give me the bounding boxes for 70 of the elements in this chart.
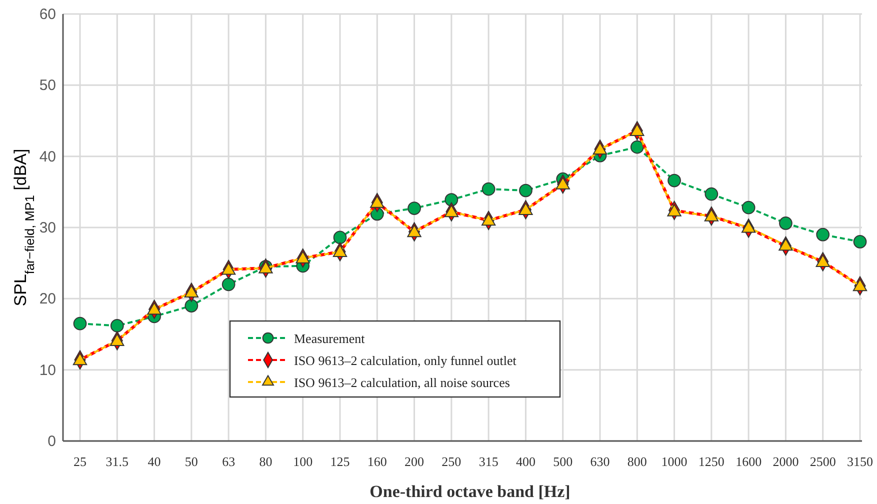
x-tick-label: 630 <box>590 454 610 469</box>
x-tick-label: 2500 <box>810 454 836 469</box>
x-tick-label: 500 <box>553 454 573 469</box>
x-tick-label: 315 <box>478 454 498 469</box>
point <box>407 224 422 238</box>
point <box>853 235 867 248</box>
point <box>668 174 681 188</box>
point <box>481 213 496 226</box>
point <box>704 187 718 201</box>
legend-label: ISO 9613–2 calculation, all noise sources <box>294 375 510 390</box>
point <box>332 244 348 257</box>
point <box>147 302 162 315</box>
point <box>110 319 124 332</box>
point <box>184 285 199 298</box>
x-tick-label: 25 <box>74 454 86 469</box>
point <box>667 204 682 216</box>
point <box>110 334 124 346</box>
x-tick-label: 100 <box>293 454 313 469</box>
y-tick-label: 20 <box>39 290 56 308</box>
x-tick-label: 50 <box>184 454 198 469</box>
point <box>519 184 532 198</box>
point <box>370 195 384 208</box>
point <box>778 238 793 251</box>
point <box>482 182 496 196</box>
y-tick-label: 0 <box>48 433 56 450</box>
x-tick-label: 1000 <box>661 454 688 469</box>
x-tick-label: 40 <box>148 454 161 469</box>
y-tick-label: 40 <box>39 148 56 166</box>
x-tick-label: 3150 <box>847 454 873 469</box>
point <box>184 299 198 312</box>
point <box>852 278 868 292</box>
point <box>742 200 756 214</box>
point <box>333 230 347 244</box>
point <box>630 124 644 136</box>
x-tick-label: 400 <box>516 454 536 469</box>
x-tick-label: 1250 <box>698 454 724 469</box>
point <box>72 352 88 366</box>
x-axis-title: One-third octave band [Hz] <box>370 482 570 501</box>
point <box>444 204 459 218</box>
x-tick-label: 1600 <box>736 454 762 469</box>
x-tick-label: 31.5 <box>106 454 129 469</box>
point <box>779 216 792 230</box>
point <box>296 251 310 264</box>
x-tick-label: 63 <box>222 454 236 469</box>
y-tick-label: 60 <box>39 6 56 23</box>
x-tick-label: 160 <box>367 454 387 469</box>
legend-label: ISO 9613–2 calculation, only funnel outlet <box>294 353 517 368</box>
point <box>704 209 719 222</box>
x-tick-label: 800 <box>627 454 647 469</box>
y-tick-label: 50 <box>39 77 56 94</box>
point <box>408 202 421 215</box>
x-tick-label: 200 <box>404 454 424 469</box>
x-tick-label: 2000 <box>772 454 799 469</box>
point <box>444 193 458 206</box>
point <box>816 254 830 267</box>
x-tick-label: 250 <box>442 454 462 469</box>
x-tick-label: 125 <box>330 454 350 469</box>
point <box>73 316 87 330</box>
y-tick-label: 30 <box>39 220 56 236</box>
point <box>741 220 756 233</box>
point <box>518 202 533 216</box>
point <box>630 140 644 154</box>
point <box>221 262 236 275</box>
x-tick-label: 80 <box>259 454 272 469</box>
y-tick-label: 10 <box>39 362 56 379</box>
point <box>592 142 608 155</box>
legend-label: Measurement <box>294 331 366 346</box>
point <box>556 176 570 190</box>
point <box>816 228 830 242</box>
point <box>222 278 236 292</box>
